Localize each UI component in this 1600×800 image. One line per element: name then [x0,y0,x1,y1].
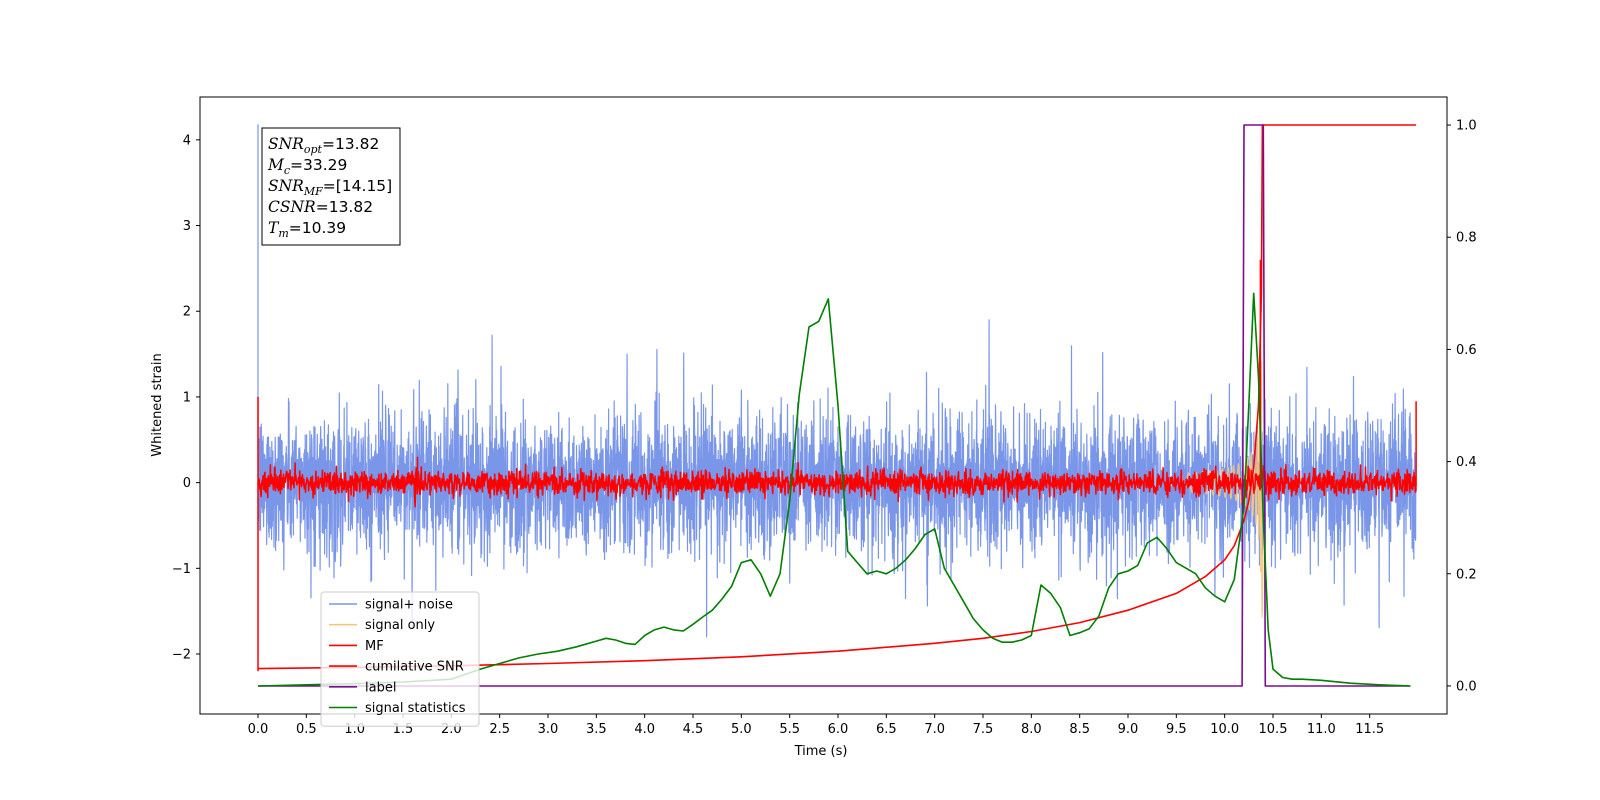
legend: signal+ noise signal only MF cumilative SNR… [320,591,480,727]
legend-entry: signal only [365,618,435,633]
x-tick-label: 10.5 [1259,722,1288,737]
x-tick-label: 9.0 [1118,722,1139,737]
stats-annotation-frame [261,127,401,246]
y-axis-label: Whitened strain [150,353,165,456]
plot-frame [199,96,1448,715]
x-tick-label: 0.0 [248,722,269,737]
x-tick-label: 8.5 [1069,722,1090,737]
series-layer [257,124,1417,687]
y-tick-label: −1 [172,562,191,577]
x-tick-label: 4.0 [634,722,655,737]
stats-annotation-line: SNRopt=13.82 [268,135,379,156]
y2-tick-label: 1.0 [1456,119,1477,134]
stats-annotation-line: SNRMF=[14.15] [268,177,392,198]
x-tick-label: 6.0 [828,722,849,737]
x-tick-label: 4.5 [683,722,704,737]
x-tick-label: 8.0 [1021,722,1042,737]
x-tick-label: 5.0 [731,722,752,737]
x-tick-label: 7.5 [973,722,994,737]
y2-tick-label: 0.2 [1456,567,1477,582]
x-tick-label: 11.5 [1355,722,1384,737]
y-tick-label: 1 [183,390,191,405]
x-tick-label: 2.5 [489,722,510,737]
stats-annotation-line: Tm=10.39 [268,219,346,240]
x-axis-label: Time (s) [794,744,848,759]
legend-entry: signal+ noise [365,598,453,613]
legend-entry: signal statistics [365,701,466,716]
y2-tick-label: 0.8 [1456,231,1477,246]
stats-annotation-box: SNRopt=13.82Mc=33.29SNRMF=[14.15]CSNR=13… [261,127,401,246]
y-tick-label: 4 [183,133,191,148]
y-axis-left: −2 −1 0 1 2 3 4 [172,133,200,663]
series-label [258,124,1411,687]
x-tick-label: 10.0 [1210,722,1239,737]
stats-annotation-line: Mc=33.29 [267,156,347,177]
legend-entry: MF [365,639,384,654]
series-cumulative-snr [257,124,1417,670]
y2-tick-label: 0.0 [1456,679,1477,694]
x-tick-label: 5.5 [779,722,800,737]
y-tick-label: 2 [183,305,191,320]
series-signal-statistics [257,292,1411,687]
y-tick-label: 3 [183,219,191,234]
y2-tick-label: 0.4 [1456,455,1477,470]
y-axis-right: 0.0 0.2 0.4 0.6 0.8 1.0 [1447,119,1477,694]
legend-frame [320,591,480,727]
x-tick-label: 3.0 [538,722,559,737]
stats-annotation-line: CSNR=13.82 [268,198,373,216]
series-mf [257,259,1417,672]
x-tick-label: 7.0 [924,722,945,737]
x-tick-label: 11.0 [1307,722,1336,737]
y-tick-label: −2 [172,648,191,663]
x-tick-label: 0.5 [296,722,317,737]
y-tick-label: 0 [183,476,191,491]
x-tick-label: 3.5 [586,722,607,737]
x-tick-label: 9.5 [1166,722,1187,737]
legend-entry: cumilative SNR [365,660,464,675]
y2-tick-label: 0.6 [1456,343,1477,358]
legend-entry: label [365,680,396,695]
x-tick-label: 6.5 [876,722,897,737]
